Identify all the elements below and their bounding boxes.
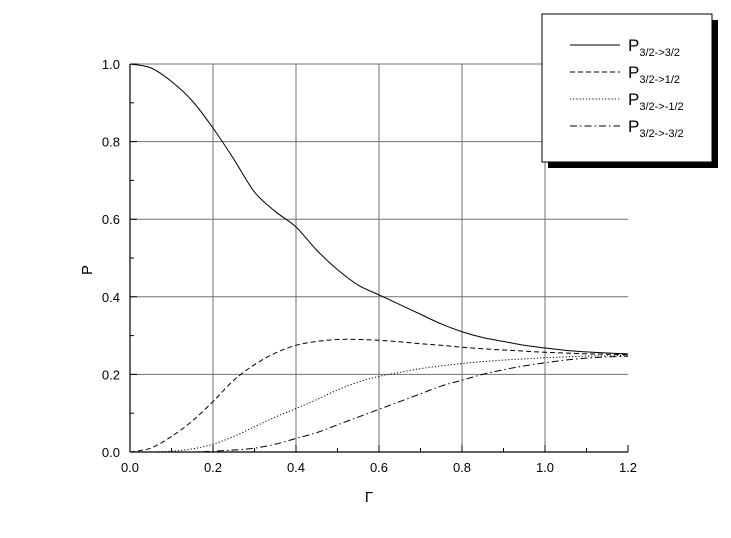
legend-entry-main: P	[628, 63, 639, 82]
series-line-2	[129, 338, 629, 453]
legend-entry-3: P3/2->-1/2	[628, 90, 684, 113]
x-tick-label: 0.0	[121, 460, 139, 475]
axis-labels: Γ P	[79, 265, 373, 506]
legend-entry-1: P3/2->3/2	[628, 36, 680, 59]
x-axis-label: Γ	[365, 489, 373, 506]
legend-entry-main: P	[628, 117, 639, 136]
legend-entry-subscript: 3/2->1/2	[639, 74, 680, 86]
legend-entry-4: P3/2->-3/2	[628, 117, 684, 140]
y-tick-label: 0.8	[102, 135, 120, 150]
axes: 0.0 0.2 0.4 0.6 0.8 1.0 1.2 0.0 0.2 0.4 0.6 0.8 1.0	[102, 57, 637, 475]
y-tick-label: 0.6	[102, 212, 120, 227]
legend-entry-main: P	[628, 90, 639, 109]
y-tick-label: 1.0	[102, 57, 120, 72]
legend-entry-subscript: 3/2->-1/2	[639, 101, 683, 113]
x-tick-label: 0.6	[370, 460, 388, 475]
y-tick-label: 0.2	[102, 367, 120, 382]
x-tick-label: 0.2	[204, 460, 222, 475]
series-line-3	[129, 354, 629, 453]
y-axis-label: P	[79, 265, 96, 275]
legend-entry-subscript: 3/2->-3/2	[639, 128, 683, 140]
legend-entry-subscript: 3/2->3/2	[639, 47, 680, 59]
x-tick-label: 0.8	[453, 460, 471, 475]
y-tick-label: 0.4	[102, 290, 120, 305]
legend: P3/2->3/2P3/2->1/2P3/2->-1/2P3/2->-3/2	[541, 13, 718, 168]
x-tick-label: 1.2	[619, 460, 637, 475]
legend-entry-2: P3/2->1/2	[628, 63, 680, 86]
legend-entry-main: P	[628, 36, 639, 55]
x-tick-label: 0.4	[287, 460, 305, 475]
series-line-1	[129, 63, 629, 355]
legend-box	[541, 13, 713, 163]
series-lines	[129, 63, 629, 453]
series-line-4	[130, 355, 629, 453]
x-tick-label: 1.0	[536, 460, 554, 475]
y-tick-label: 0.0	[102, 445, 120, 460]
